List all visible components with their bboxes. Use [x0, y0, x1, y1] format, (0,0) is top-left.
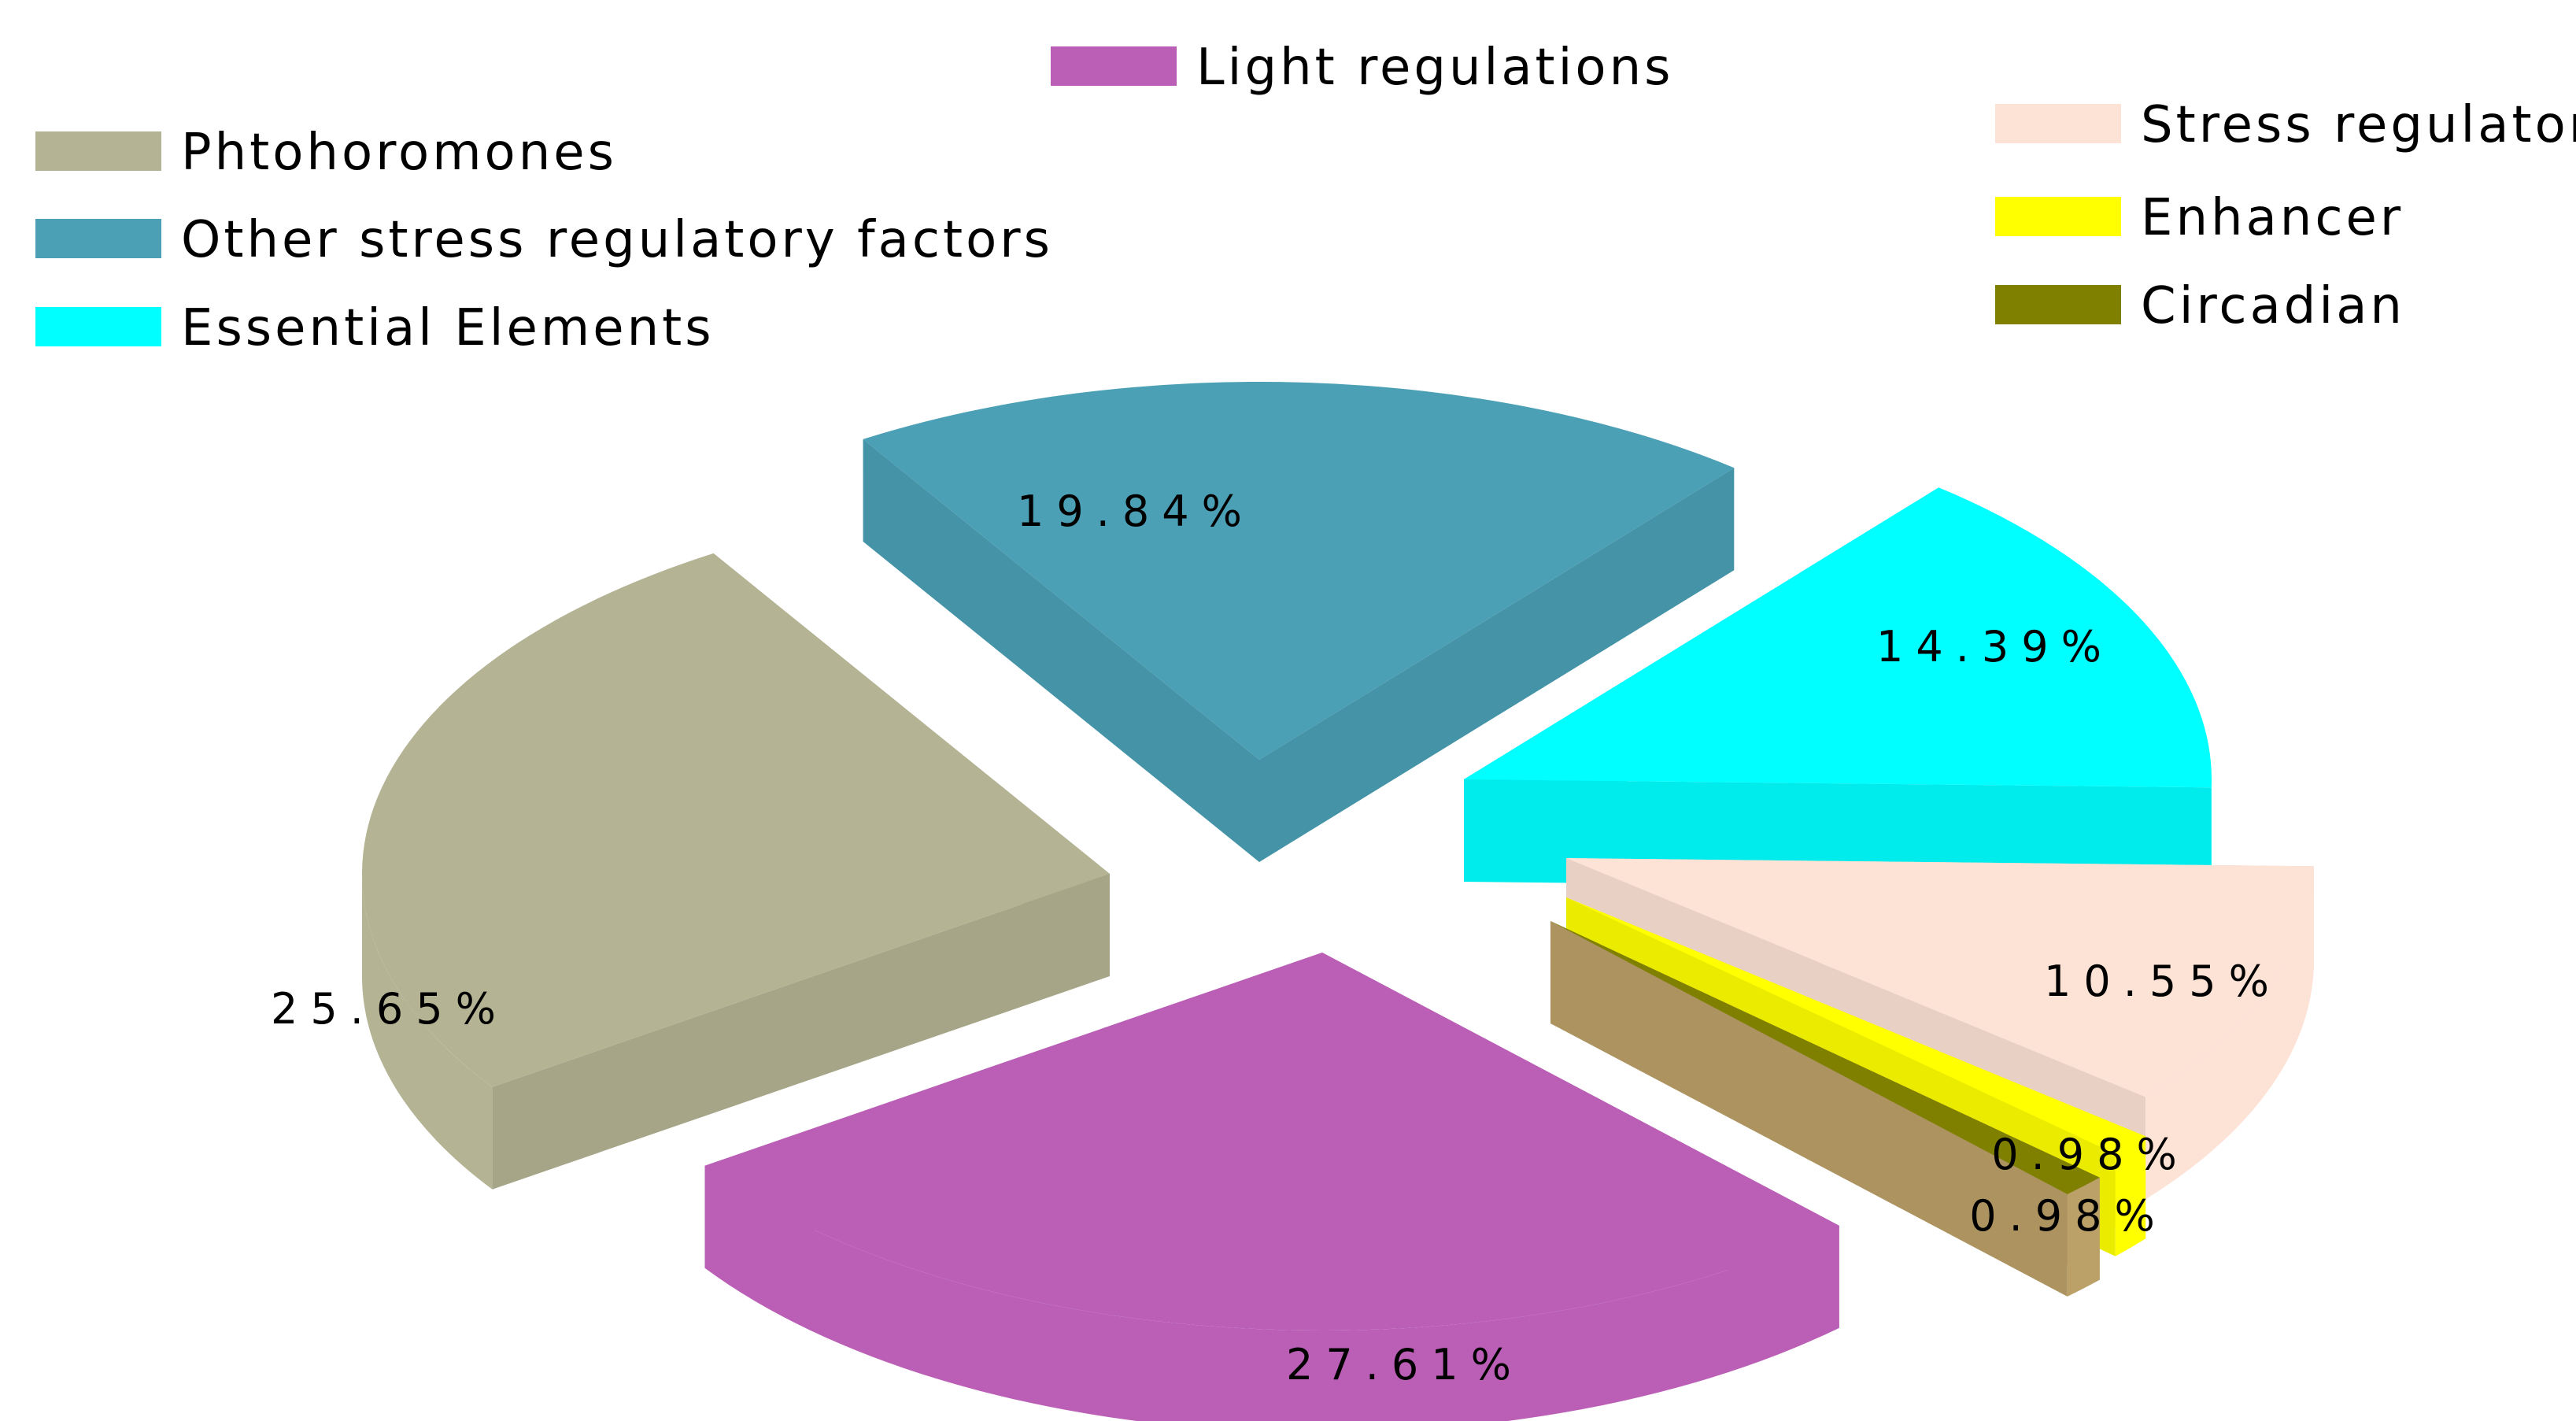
legend-label: Enhancer [2141, 189, 2404, 247]
pie-slice-top [1464, 487, 2212, 788]
pie-slice-top [361, 553, 1111, 1087]
pie-slice-wall [1550, 921, 2068, 1297]
pie-slice-wall [1259, 468, 1735, 862]
legend-label: Circadian [2141, 277, 2405, 335]
legend-item: Phtohoromones [35, 124, 617, 182]
data-label: 27.61% [1286, 1340, 1524, 1390]
pie-value-labels: 27.61% 25.65% 19.84% 14.39% 10.55% 0.98% 0.98% [271, 487, 2282, 1390]
data-label: 14.39% [1876, 622, 2114, 672]
pie-slice-other-stress-regulatory-factors [863, 382, 1735, 862]
legend-swatch [1995, 197, 2121, 236]
pie-slice-side [704, 1165, 1839, 1421]
data-label: 19.84% [1017, 487, 1255, 536]
legend-item: Essential Elements [35, 299, 715, 357]
pie-slice-side [2115, 1136, 2146, 1256]
legend-swatch [35, 219, 161, 258]
data-label: 0.98% [1991, 1130, 2190, 1179]
legend-label: Phtohoromones [181, 124, 617, 182]
pie-slice-top [1566, 897, 2146, 1154]
pie-slice-circadian [1550, 921, 2100, 1297]
pie-slice-wall [492, 874, 1110, 1190]
data-label: 25.65% [271, 984, 508, 1034]
legend-swatch [35, 307, 161, 346]
pie-slice-top [1550, 921, 2100, 1194]
legend-swatch [1995, 285, 2121, 324]
pie-slice-wall [863, 439, 1259, 862]
legend-label: Light regulations [1196, 39, 1673, 97]
legend-swatch [35, 131, 161, 171]
legend-item: Stress regulators [1995, 96, 2576, 154]
data-label: 0.98% [1969, 1191, 2168, 1241]
pie-slices [361, 382, 2314, 1421]
data-label: 10.55% [2044, 957, 2282, 1006]
pie-slice-side [362, 874, 493, 1190]
pie-slice-phtohoromones [361, 553, 1111, 1190]
pie-slice-top [1566, 858, 2314, 1097]
pie-slice-side [2067, 1177, 2100, 1297]
legend-item: Light regulations [1051, 39, 1673, 97]
legend: Light regulations Phtohoromones Other stre… [35, 39, 2576, 357]
legend-swatch [1051, 46, 1177, 86]
legend-swatch [1995, 104, 2121, 143]
pie-slice-top [863, 382, 1735, 760]
legend-label: Essential Elements [181, 299, 715, 357]
pie-slice-light-regulations [704, 953, 1839, 1421]
legend-item: Circadian [1995, 277, 2405, 335]
pie-slice-top [704, 953, 1839, 1331]
pie-slice-side [2145, 866, 2314, 1200]
legend-item: Enhancer [1995, 189, 2404, 247]
legend-item: Other stress regulatory factors [35, 211, 1053, 269]
legend-label: Stress regulators [2141, 96, 2576, 154]
legend-label: Other stress regulatory factors [181, 211, 1053, 269]
